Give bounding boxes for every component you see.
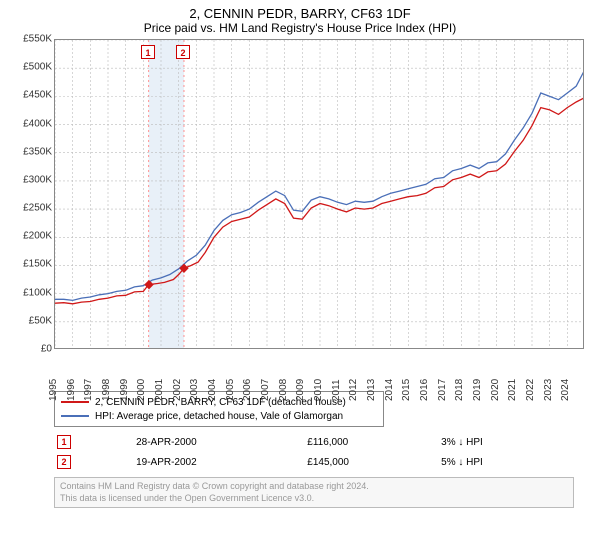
chart-marker-badge: 2 (176, 45, 190, 59)
legend-row: HPI: Average price, detached house, Vale… (61, 409, 377, 423)
title-line1: 2, CENNIN PEDR, BARRY, CF63 1DF (10, 6, 590, 21)
chart-marker-badge: 1 (141, 45, 155, 59)
sale-price: £116,000 (306, 433, 438, 451)
sale-marker-badge: 2 (57, 455, 71, 469)
chart-title: 2, CENNIN PEDR, BARRY, CF63 1DF Price pa… (10, 6, 590, 35)
y-axis-labels: £0£50K£100K£150K£200K£250K£300K£350K£400… (10, 39, 54, 349)
x-axis-labels: 1995199619971998199920002001200220032004… (54, 351, 584, 389)
chart-svg (55, 40, 584, 349)
sales-table: 1 28-APR-2000 £116,000 3% ↓ HPI 2 19-APR… (54, 431, 574, 473)
sale-note: 3% ↓ HPI (440, 433, 572, 451)
sale-date: 19-APR-2002 (135, 453, 304, 471)
chart-area: £0£50K£100K£150K£200K£250K£300K£350K£400… (10, 39, 590, 389)
plot-area (54, 39, 584, 349)
table-row: 2 19-APR-2002 £145,000 5% ↓ HPI (56, 453, 572, 471)
legend-swatch (61, 401, 89, 403)
table-row: 1 28-APR-2000 £116,000 3% ↓ HPI (56, 433, 572, 451)
title-line2: Price paid vs. HM Land Registry's House … (10, 21, 590, 35)
sale-note: 5% ↓ HPI (440, 453, 572, 471)
footer-line1: Contains HM Land Registry data © Crown c… (60, 481, 568, 493)
footer: Contains HM Land Registry data © Crown c… (54, 477, 574, 508)
sale-price: £145,000 (306, 453, 438, 471)
legend-swatch (61, 415, 89, 417)
footer-line2: This data is licensed under the Open Gov… (60, 493, 568, 505)
sale-date: 28-APR-2000 (135, 433, 304, 451)
sale-marker-badge: 1 (57, 435, 71, 449)
legend-label: 2, CENNIN PEDR, BARRY, CF63 1DF (detache… (95, 397, 346, 408)
legend-label: HPI: Average price, detached house, Vale… (95, 411, 343, 422)
